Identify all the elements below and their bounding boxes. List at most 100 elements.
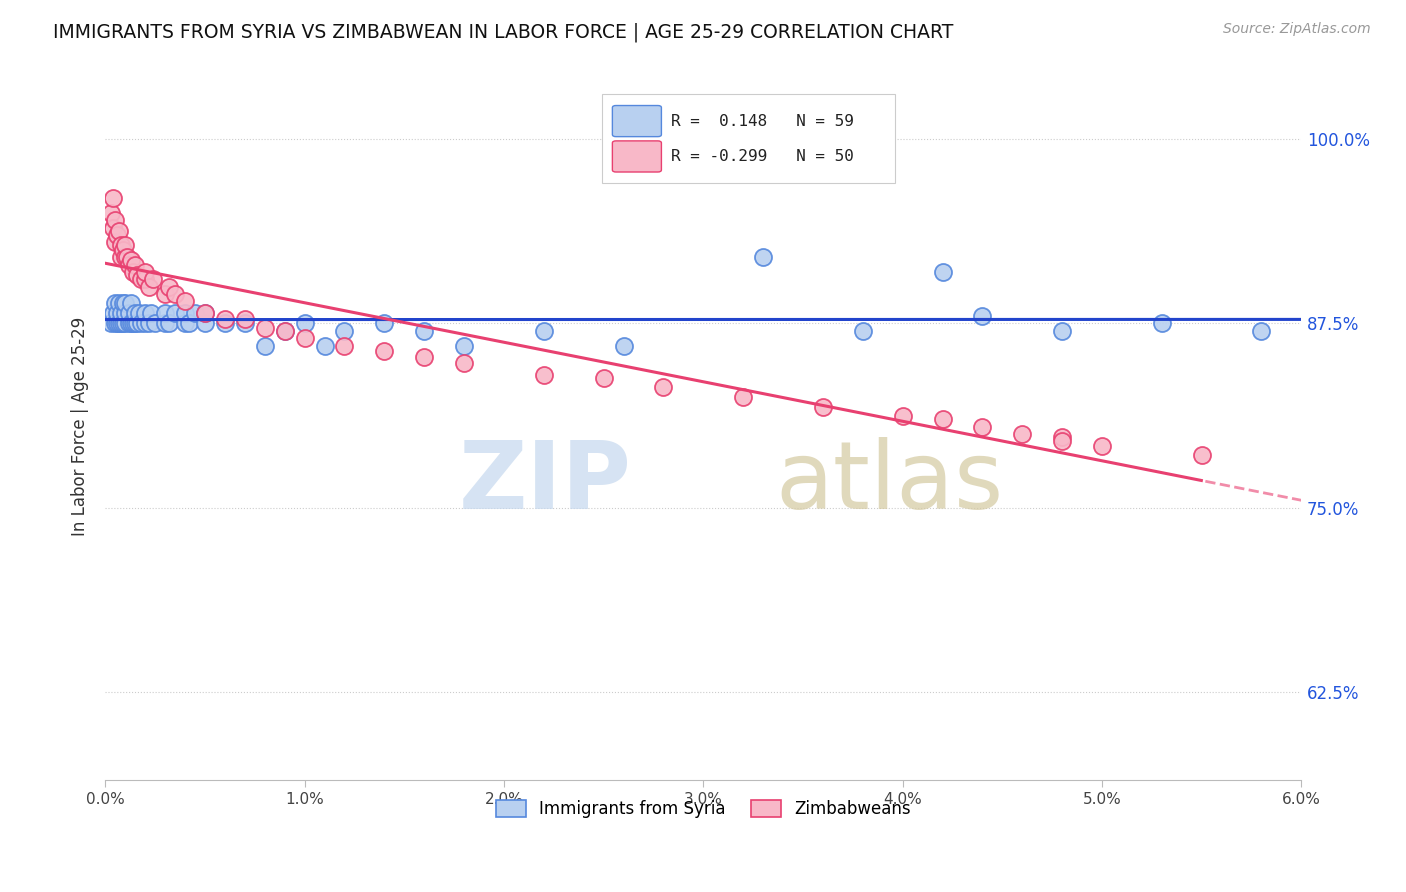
Point [214,317,236,331]
Point [733,390,755,404]
Point [163,287,186,301]
Point [138,279,160,293]
Point [253,338,276,352]
Text: atlas: atlas [775,437,1004,529]
Point [1091,439,1114,453]
Text: ZIP: ZIP [458,437,631,529]
Point [273,324,295,338]
Point [931,412,953,426]
Point [112,296,135,310]
Point [100,317,122,331]
Point [174,294,197,309]
Point [108,296,131,310]
Point [233,312,256,326]
Point [134,272,156,286]
Y-axis label: In Labor Force | Age 25-29: In Labor Force | Age 25-29 [72,317,89,536]
Text: R = -0.299   N = 50: R = -0.299 N = 50 [671,149,853,164]
Point [104,317,127,331]
Point [214,312,236,326]
FancyBboxPatch shape [613,105,661,136]
FancyBboxPatch shape [613,141,661,172]
Point [134,306,156,320]
Point [127,317,149,331]
Point [931,265,953,279]
Point [120,317,142,331]
Point [110,306,132,320]
Point [811,401,834,415]
Point [114,238,136,252]
Point [120,296,142,310]
Point [122,265,145,279]
Point [108,224,131,238]
Point [128,306,150,320]
Point [852,324,875,338]
Point [533,368,555,382]
Point [142,272,165,286]
Point [652,380,675,394]
Point [103,191,125,205]
Point [157,317,180,331]
Point [972,419,994,434]
Point [184,306,207,320]
Point [118,317,141,331]
Point [103,220,125,235]
Point [112,243,135,257]
Point [129,317,152,331]
Point [1050,324,1073,338]
Point [114,250,136,264]
Point [612,338,634,352]
Point [120,253,142,268]
Point [103,306,125,320]
Point [1250,324,1272,338]
Point [138,317,160,331]
Point [314,338,336,352]
Point [533,324,555,338]
Point [134,317,156,331]
Point [110,250,132,264]
Point [273,324,295,338]
Point [373,317,395,331]
Text: IMMIGRANTS FROM SYRIA VS ZIMBABWEAN IN LABOR FORCE | AGE 25-29 CORRELATION CHART: IMMIGRANTS FROM SYRIA VS ZIMBABWEAN IN L… [53,22,953,42]
Point [115,250,138,264]
Point [233,317,256,331]
Point [1150,317,1173,331]
Point [118,258,141,272]
Point [163,306,186,320]
Point [143,317,166,331]
Point [177,317,200,331]
Legend: Immigrants from Syria, Zimbabweans: Immigrants from Syria, Zimbabweans [489,794,917,825]
Point [110,238,132,252]
Point [110,317,132,331]
Point [100,206,122,220]
Point [194,306,217,320]
Point [105,317,128,331]
Point [124,258,146,272]
Point [891,409,914,424]
Point [592,371,614,385]
Point [104,235,127,250]
Point [139,306,162,320]
Point [124,317,146,331]
Point [972,309,994,323]
FancyBboxPatch shape [602,95,894,183]
Point [104,213,127,227]
Point [294,331,316,345]
Point [333,338,356,352]
Point [122,317,145,331]
Point [194,317,217,331]
Point [124,306,146,320]
Point [108,317,131,331]
Point [253,321,276,335]
Text: R =  0.148   N = 59: R = 0.148 N = 59 [671,113,853,128]
Point [174,306,197,320]
Point [194,306,217,320]
Point [157,279,180,293]
Text: Source: ZipAtlas.com: Source: ZipAtlas.com [1223,22,1371,37]
Point [1050,430,1073,444]
Point [153,306,176,320]
Point [114,306,136,320]
Point [752,250,775,264]
Point [129,272,152,286]
Point [134,265,156,279]
Point [413,324,436,338]
